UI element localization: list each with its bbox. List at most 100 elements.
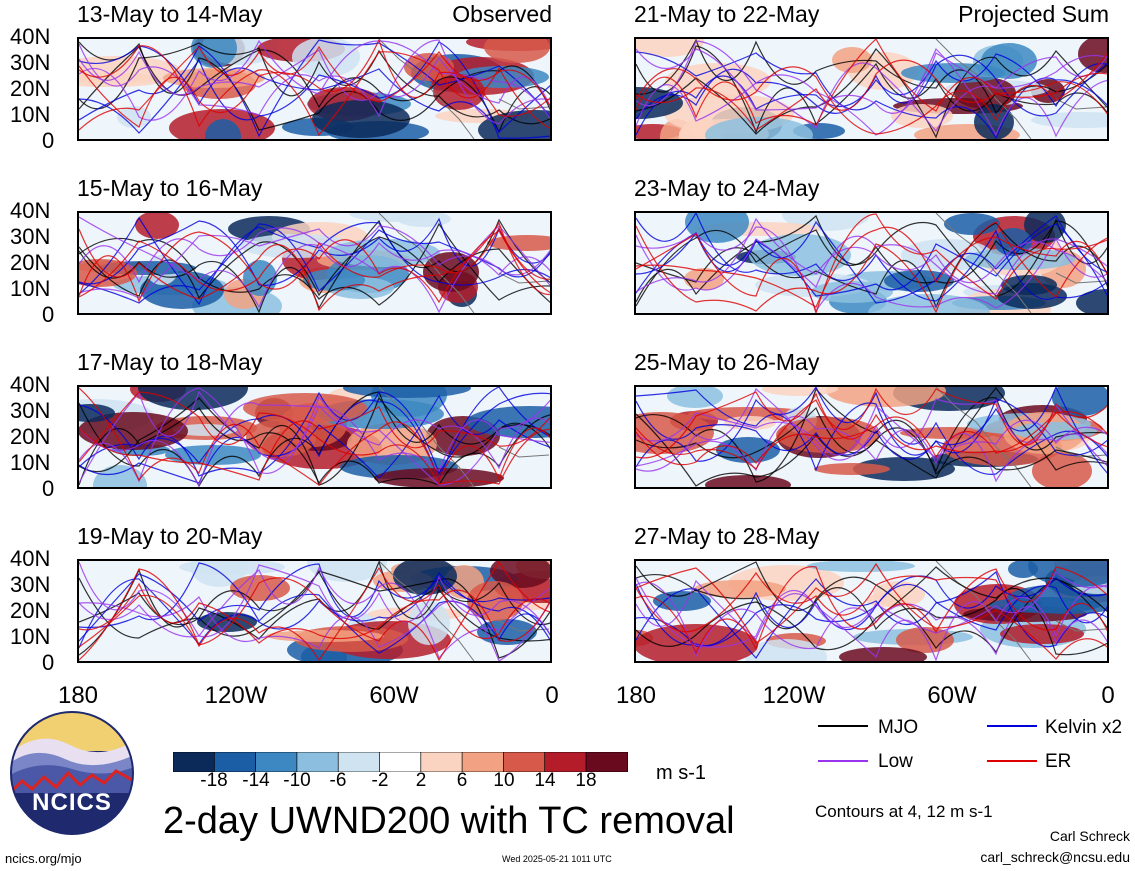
colorbar-swatch xyxy=(503,751,546,773)
logo-icon xyxy=(10,711,134,835)
lat-label: 0 xyxy=(42,128,55,153)
lat-label: 10N xyxy=(10,624,51,649)
legend-low: Low xyxy=(878,751,913,772)
lat-label: 0 xyxy=(42,476,55,501)
contours-note: Contours at 4, 12 m s-1 xyxy=(815,802,993,821)
site-url: ncics.org/mjo xyxy=(5,851,82,866)
wind-field-map xyxy=(79,387,550,487)
lat-label: 30N xyxy=(10,398,51,423)
lat-label: 40N xyxy=(10,372,51,397)
colorbar-swatch xyxy=(585,751,629,773)
legend-line-mjo xyxy=(818,725,868,727)
panel-title: 21-May to 22-May xyxy=(634,1,820,27)
panel-tag-observed: Observed xyxy=(452,1,552,27)
legend-mjo: MJO xyxy=(878,717,919,738)
lat-label: 0 xyxy=(42,650,55,675)
panel-title: 13-May to 14-May xyxy=(77,1,263,27)
panel-title: 19-May to 20-May xyxy=(77,523,263,549)
panel-6: 23-May to 24-May xyxy=(634,175,1109,315)
colorbar-label: 18 xyxy=(575,770,597,791)
colorbar-swatches xyxy=(172,751,629,773)
wind-field-map xyxy=(79,39,550,139)
lat-label: 20N xyxy=(10,424,51,449)
legend-er: ER xyxy=(1045,751,1072,772)
colorbar-label: -2 xyxy=(371,770,389,791)
panel-title: 27-May to 28-May xyxy=(634,523,820,549)
wind-field-map xyxy=(79,561,550,661)
lon-label: 120W xyxy=(204,682,268,709)
map-field xyxy=(77,559,552,663)
email: carl_schreck@ncsu.edu xyxy=(980,849,1130,865)
colorbar-label: 10 xyxy=(493,770,515,791)
colorbar-swatch xyxy=(296,751,340,773)
logo-text: NCICS xyxy=(32,789,112,816)
lon-label: 120W xyxy=(762,682,826,709)
wind-field-map xyxy=(636,213,1107,313)
colorbar-swatch xyxy=(544,751,587,773)
lat-label: 40N xyxy=(10,198,51,223)
panel-5: 21-May to 22-May Projected Sum xyxy=(634,1,1109,141)
lat-label: 20N xyxy=(10,598,51,623)
legend-line-er xyxy=(987,760,1037,762)
panel-8: 27-May to 28-May xyxy=(634,523,1109,663)
lat-label: 30N xyxy=(10,50,51,75)
colorbar-swatch xyxy=(255,751,298,773)
colorbar-swatch xyxy=(337,751,381,773)
timestamp: Wed 2025-05-21 1011 UTC xyxy=(502,854,612,864)
colorbar-swatch xyxy=(213,751,257,773)
colorbar-label: 14 xyxy=(534,770,556,791)
colorbar-swatch xyxy=(172,751,216,773)
colorbar-label: -14 xyxy=(242,770,270,791)
panel-2: 15-May to 16-May xyxy=(77,175,552,315)
colorbar-label: -18 xyxy=(200,770,228,791)
lat-label: 10N xyxy=(10,450,51,475)
lat-label: 0 xyxy=(42,302,55,327)
map-field xyxy=(634,211,1109,315)
map-field xyxy=(634,37,1109,141)
lat-label: 20N xyxy=(10,250,51,275)
map-field xyxy=(77,211,552,315)
lat-label: 30N xyxy=(10,224,51,249)
panel-title: 17-May to 18-May xyxy=(77,349,263,375)
lon-label: 180 xyxy=(615,682,657,709)
panel-7: 25-May to 26-May xyxy=(634,349,1109,489)
lat-label: 10N xyxy=(10,276,51,301)
panel-1: 13-May to 14-May Observed xyxy=(77,1,552,141)
lat-label: 10N xyxy=(10,102,51,127)
colorbar-units: m s-1 xyxy=(656,762,706,784)
lon-label: 0 xyxy=(1101,682,1115,709)
colorbar-label: 6 xyxy=(456,770,468,791)
map-field xyxy=(634,559,1109,663)
lat-label: 40N xyxy=(10,546,51,571)
lat-label: 20N xyxy=(10,76,51,101)
lat-label: 30N xyxy=(10,572,51,597)
lon-label: 180 xyxy=(57,682,99,709)
lon-label: 0 xyxy=(545,682,559,709)
panel-3: 17-May to 18-May xyxy=(77,349,552,489)
lon-label: 60W xyxy=(369,682,419,709)
map-field xyxy=(77,37,552,141)
panel-title: 25-May to 26-May xyxy=(634,349,820,375)
colorbar xyxy=(172,751,629,777)
colorbar-label: -6 xyxy=(329,770,347,791)
lon-label: 60W xyxy=(927,682,977,709)
colorbar-label: 2 xyxy=(415,770,427,791)
legend-kelvin: Kelvin x2 xyxy=(1045,717,1123,738)
colorbar-label: -10 xyxy=(283,770,311,791)
lat-label: 40N xyxy=(10,24,51,49)
panel-4: 19-May to 20-May xyxy=(77,523,552,663)
legend-line-kelvin xyxy=(987,725,1037,727)
panel-tag-projected: Projected Sum xyxy=(958,1,1109,27)
wind-field-map xyxy=(636,387,1107,487)
colorbar-swatch xyxy=(420,751,463,773)
colorbar-swatch xyxy=(379,751,422,773)
ncics-logo: NCICS xyxy=(10,711,134,835)
panel-title: 15-May to 16-May xyxy=(77,175,263,201)
map-field xyxy=(77,385,552,489)
wind-field-map xyxy=(636,561,1107,661)
legend-line-low xyxy=(818,760,868,762)
author: Carl Schreck xyxy=(1049,828,1130,844)
main-title: 2-day UWND200 with TC removal xyxy=(163,800,735,842)
wind-field-map xyxy=(636,39,1107,139)
map-field xyxy=(634,385,1109,489)
